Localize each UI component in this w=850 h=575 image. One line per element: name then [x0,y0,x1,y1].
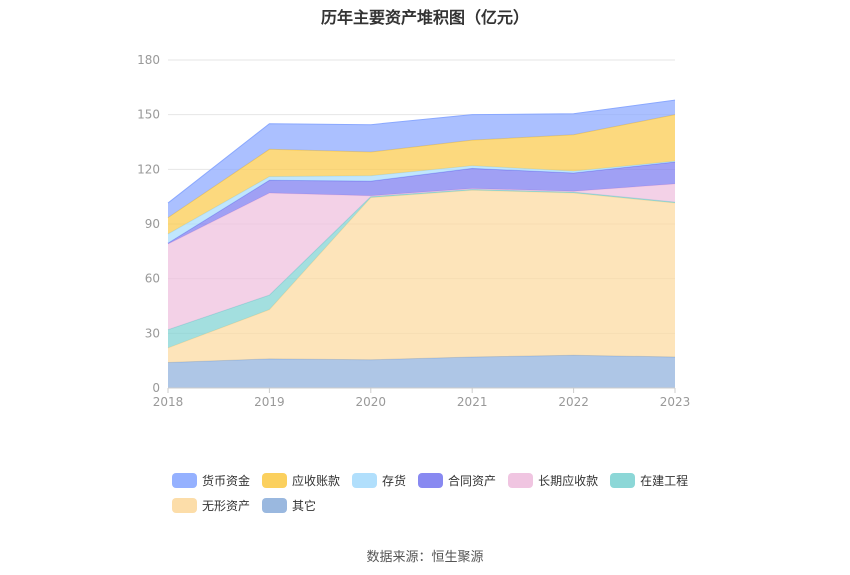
legend-label: 在建工程 [640,474,689,488]
legend-label: 货币资金 [202,474,251,488]
legend-swatch [262,473,288,488]
x-tick-label: 2023 [660,395,691,409]
x-tick-label: 2018 [153,395,184,409]
area-series-无形资产 [168,190,675,363]
y-tick-label: 60 [145,272,160,286]
area-series-edge [167,99,676,204]
legend-item[interactable]: 其它 [262,497,316,514]
legend-swatch [352,473,378,488]
legend-label: 应收账款 [292,474,341,488]
legend-swatch [172,473,197,488]
area-series-合同资产 [168,162,675,245]
legend-item[interactable]: 长期应收款 [508,472,598,489]
y-tick-label: 150 [137,108,160,122]
legend-label: 合同资产 [448,474,497,488]
legend-item[interactable]: 在建工程 [610,472,688,489]
legend-swatch [610,473,636,488]
legend-label: 存货 [382,474,407,488]
legend-item[interactable]: 应收账款 [262,472,340,489]
legend-label: 无形资产 [202,499,251,513]
legend-swatch [172,498,197,513]
chart-title: 历年主要资产堆积图（亿元） [320,8,529,27]
y-tick-label: 90 [145,217,160,231]
area-series-货币资金 [168,100,675,218]
data-source-note: 数据来源：恒生聚源 [366,550,484,565]
legend-item[interactable]: 合同资产 [418,472,496,489]
x-tick-label: 2019 [254,395,285,409]
legend-label: 长期应收款 [538,474,599,488]
legend-item[interactable]: 存货 [352,472,406,489]
area-series-其它 [168,355,675,388]
legend-swatch [262,498,288,513]
legend-swatch [418,473,444,488]
x-tick-label: 2020 [356,395,387,409]
y-tick-label: 0 [152,381,160,395]
y-tick-label: 180 [137,53,160,67]
area-series-长期应收款 [168,183,675,330]
y-tick-label: 30 [145,326,160,340]
legend-swatch [508,473,534,488]
axes: 0 30 60 90 120 150 180 2018 2019 2020 2021 2022 2023 [137,53,690,409]
x-tick-label: 2021 [457,395,488,409]
y-tick-label: 120 [137,162,160,176]
legend-label: 其它 [292,499,317,513]
chart-legend: 货币资金 应收账款 存货 合同资产 长期应收款 在建工程无形资产 其它 [172,472,692,514]
x-tick-label: 2022 [558,395,589,409]
area-series [167,99,676,388]
legend-item[interactable]: 无形资产 [172,497,250,514]
legend-item[interactable]: 货币资金 [172,472,250,489]
area-series-应收账款 [168,114,675,235]
